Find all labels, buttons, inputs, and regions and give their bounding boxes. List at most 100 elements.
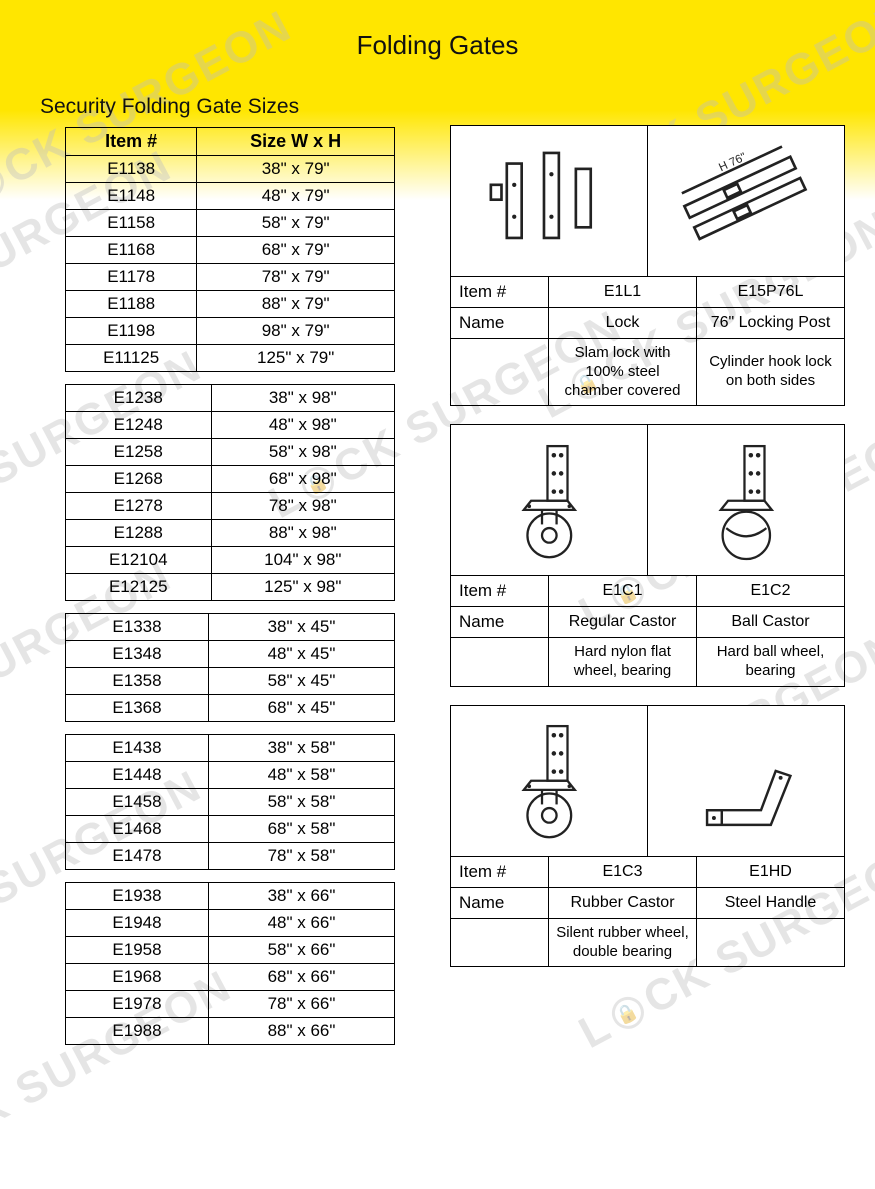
size-cell: 78" x 66" xyxy=(209,991,395,1018)
size-cell: 125" x 98" xyxy=(211,574,394,601)
product-description xyxy=(697,919,844,967)
table-row: E133838" x 45" xyxy=(66,614,395,641)
size-cell: 68" x 58" xyxy=(209,816,395,843)
item-number: E1L1 xyxy=(549,277,697,307)
table-row: E196868" x 66" xyxy=(66,964,395,991)
size-cell: 78" x 79" xyxy=(197,264,395,291)
size-cell: 38" x 45" xyxy=(209,614,395,641)
item-cell: E12104 xyxy=(66,547,212,574)
item-number: E1C3 xyxy=(549,857,697,887)
product-description: Hard ball wheel, bearing xyxy=(697,638,844,686)
item-cell: E1938 xyxy=(66,883,209,910)
item-cell: E1478 xyxy=(66,843,209,870)
size-cell: 38" x 66" xyxy=(209,883,395,910)
sizes-table: E143838" x 58"E144848" x 58"E145858" x 5… xyxy=(65,734,395,870)
item-cell: E1338 xyxy=(66,614,209,641)
column-header: Size W x H xyxy=(197,128,395,156)
item-cell: E12125 xyxy=(66,574,212,601)
table-row: E197878" x 66" xyxy=(66,991,395,1018)
item-number: E15P76L xyxy=(697,277,844,307)
size-cell: 68" x 98" xyxy=(211,466,394,493)
table-row: E11125125" x 79" xyxy=(66,345,395,372)
left-column: Security Folding Gate Sizes Item #Size W… xyxy=(40,95,400,1057)
row-label-empty xyxy=(451,339,549,405)
product-name: Regular Castor xyxy=(549,607,697,637)
item-cell: E1438 xyxy=(66,735,209,762)
item-cell: E1178 xyxy=(66,264,197,291)
size-cell: 78" x 58" xyxy=(209,843,395,870)
sizes-table: E123838" x 98"E124848" x 98"E125858" x 9… xyxy=(65,384,395,601)
product-description: Cylinder hook lock on both sides xyxy=(697,339,844,405)
table-row: E134848" x 45" xyxy=(66,641,395,668)
table-row: E123838" x 98" xyxy=(66,385,395,412)
item-cell: E1958 xyxy=(66,937,209,964)
item-cell: E1158 xyxy=(66,210,197,237)
row-label-item: Item # xyxy=(451,576,549,606)
size-cell: 48" x 45" xyxy=(209,641,395,668)
page-title: Folding Gates xyxy=(0,30,875,61)
size-cell: 88" x 98" xyxy=(211,520,394,547)
item-number: E1C1 xyxy=(549,576,697,606)
row-label-item: Item # xyxy=(451,857,549,887)
item-cell: E1358 xyxy=(66,668,209,695)
product-diagram: H 76" xyxy=(648,126,844,276)
table-row: E117878" x 79" xyxy=(66,264,395,291)
table-row: E125858" x 98" xyxy=(66,439,395,466)
size-cell: 58" x 79" xyxy=(197,210,395,237)
size-cell: 38" x 98" xyxy=(211,385,394,412)
size-cell: 48" x 58" xyxy=(209,762,395,789)
size-cell: 68" x 45" xyxy=(209,695,395,722)
item-number: E1HD xyxy=(697,857,844,887)
row-label-empty xyxy=(451,638,549,686)
item-cell: E1348 xyxy=(66,641,209,668)
content-area: Security Folding Gate Sizes Item #Size W… xyxy=(40,95,855,1057)
product-diagram xyxy=(648,706,844,856)
item-cell: E1988 xyxy=(66,1018,209,1045)
section-title: Security Folding Gate Sizes xyxy=(40,95,400,119)
size-cell: 48" x 66" xyxy=(209,910,395,937)
item-cell: E1138 xyxy=(66,156,197,183)
table-row: E136868" x 45" xyxy=(66,695,395,722)
row-label-name: Name xyxy=(451,888,549,918)
table-row: E127878" x 98" xyxy=(66,493,395,520)
column-header: Item # xyxy=(66,128,197,156)
size-cell: 58" x 58" xyxy=(209,789,395,816)
item-cell: E1148 xyxy=(66,183,197,210)
item-cell: E1188 xyxy=(66,291,197,318)
table-row: E135858" x 45" xyxy=(66,668,395,695)
item-cell: E1268 xyxy=(66,466,212,493)
product-description: Slam lock with 100% steel chamber covere… xyxy=(549,339,697,405)
item-cell: E1448 xyxy=(66,762,209,789)
size-cell: 68" x 66" xyxy=(209,964,395,991)
product-name: Lock xyxy=(549,308,697,338)
table-row: E118888" x 79" xyxy=(66,291,395,318)
accessory-block: Item #E1C3E1HDNameRubber CastorSteel Han… xyxy=(450,705,845,968)
size-cell: 48" x 79" xyxy=(197,183,395,210)
item-cell: E1168 xyxy=(66,237,197,264)
table-row: E113838" x 79" xyxy=(66,156,395,183)
item-cell: E1458 xyxy=(66,789,209,816)
size-cell: 98" x 79" xyxy=(197,318,395,345)
row-label-item: Item # xyxy=(451,277,549,307)
table-row: E193838" x 66" xyxy=(66,883,395,910)
size-cell: 78" x 98" xyxy=(211,493,394,520)
size-cell: 125" x 79" xyxy=(197,345,395,372)
table-row: E115858" x 79" xyxy=(66,210,395,237)
product-diagram xyxy=(451,706,648,856)
size-cell: 38" x 79" xyxy=(197,156,395,183)
table-row: E124848" x 98" xyxy=(66,412,395,439)
product-name: 76" Locking Post xyxy=(697,308,844,338)
table-row: E126868" x 98" xyxy=(66,466,395,493)
item-cell: E1198 xyxy=(66,318,197,345)
item-cell: E1978 xyxy=(66,991,209,1018)
size-cell: 58" x 45" xyxy=(209,668,395,695)
sizes-table: E133838" x 45"E134848" x 45"E135858" x 4… xyxy=(65,613,395,722)
table-row: E12125125" x 98" xyxy=(66,574,395,601)
table-row: E128888" x 98" xyxy=(66,520,395,547)
table-row: E144848" x 58" xyxy=(66,762,395,789)
item-cell: E1258 xyxy=(66,439,212,466)
table-row: E119898" x 79" xyxy=(66,318,395,345)
accessory-block: Item #E1C1E1C2NameRegular CastorBall Cas… xyxy=(450,424,845,687)
size-cell: 38" x 58" xyxy=(209,735,395,762)
product-description: Silent rubber wheel, double bearing xyxy=(549,919,697,967)
